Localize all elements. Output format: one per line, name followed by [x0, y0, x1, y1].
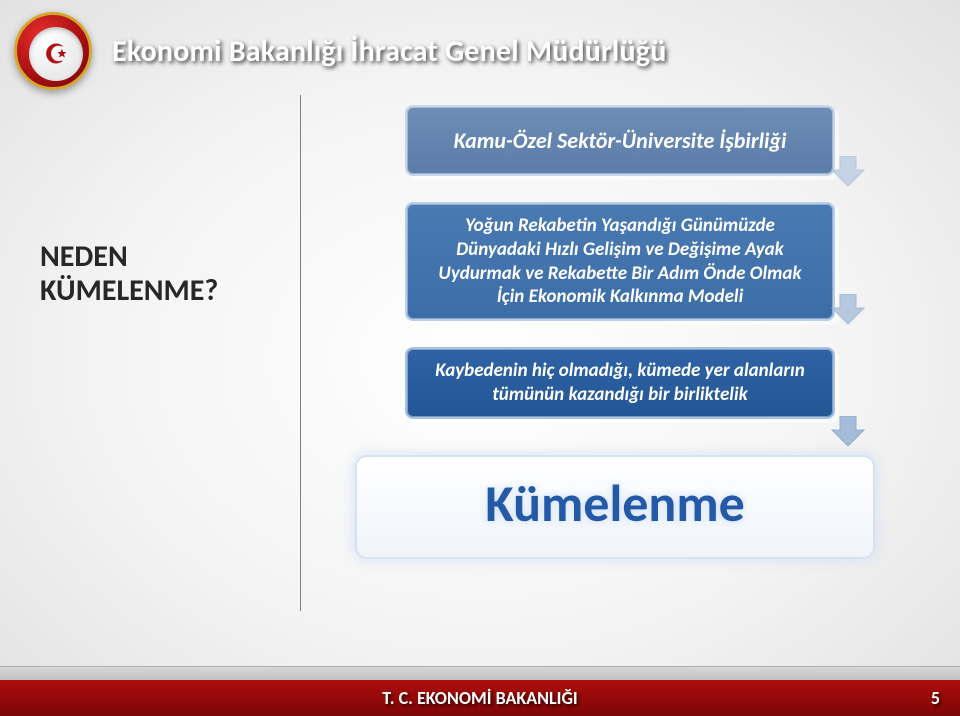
flow-diagram: Kamu-Özel Sektör-Üniversite İşbirliği Yo… — [355, 105, 885, 559]
flow-arrow-icon — [830, 294, 866, 324]
flow-box-1: Kamu-Özel Sektör-Üniversite İşbirliği — [405, 105, 835, 176]
section-question-line2: KÜMELENME? — [40, 272, 218, 309]
vertical-divider — [300, 95, 301, 611]
flow-arrow-icon — [830, 416, 866, 446]
ministry-logo: ☪ — [14, 12, 92, 90]
footer-page-number: 5 — [931, 687, 940, 709]
flow-box-result: Kümelenme — [355, 455, 875, 559]
slide-title: Ekonomi Bakanlığı İhracat Genel Müdürlüğ… — [112, 33, 667, 70]
footer-title: T. C. EKONOMİ BAKANLIĞI — [382, 687, 577, 709]
slide-footer: T. C. EKONOMİ BAKANLIĞI 5 — [0, 666, 960, 716]
footer-main-bar: T. C. EKONOMİ BAKANLIĞI 5 — [0, 680, 960, 716]
section-question-line1: NEDEN — [40, 238, 128, 275]
section-question: NEDEN KÜMELENME? — [40, 240, 280, 307]
flow-box-2: Yoğun Rekabetin Yaşandığı Günümüzde Düny… — [405, 202, 835, 321]
flow-box-3: Kaybedenin hiç olmadığı, kümede yer alan… — [405, 347, 835, 419]
footer-top-strip — [0, 666, 960, 680]
flow-arrow-icon — [830, 156, 866, 186]
slide-header: ☪ Ekonomi Bakanlığı İhracat Genel Müdürl… — [0, 12, 960, 90]
